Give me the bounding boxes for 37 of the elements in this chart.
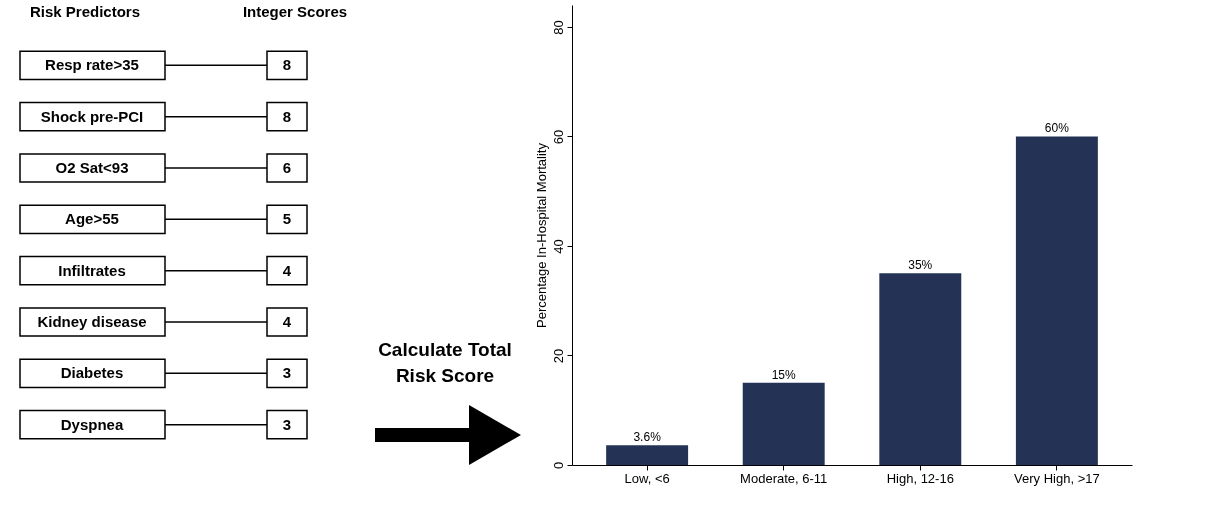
y-tick-label: 0 [550,461,566,470]
data-label: 8 [282,56,292,74]
data-label: 6 [282,158,292,176]
data-label: 3.6% [633,430,662,445]
bar [742,382,825,465]
y-tick-label: 20 [550,348,566,364]
data-label: 5 [282,210,292,228]
category-label: O2 Sat<93 [55,158,129,176]
text: Calculate Total Risk Score [378,339,512,386]
data-label: 4 [282,261,292,279]
category-label: Kidney disease [37,313,147,331]
data-label: 60% [1044,121,1070,136]
y-tick-label: 60 [550,129,566,145]
x-tick-label: Very High, >17 [1014,470,1100,486]
x-tick-label: Moderate, 6-11 [740,470,828,486]
bar [879,273,962,465]
category-label: Diabetes [60,364,124,382]
data-label: 15% [771,367,797,382]
category-label: Resp rate>35 [45,56,139,74]
category-label: Age>55 [65,210,119,228]
data-label: 3 [282,364,292,382]
x-tick-label: Low, <6 [624,470,670,486]
y-tick-label: 80 [550,20,566,35]
bar [1015,136,1098,465]
category-label: Infiltrates [58,261,126,279]
data-label: 35% [908,258,933,273]
y-tick-label: 40 [550,239,566,254]
category-label: Shock pre-PCI [40,107,144,125]
data-label: 8 [282,107,292,125]
data-label: 3 [282,415,292,433]
bar [606,445,689,465]
data-label: 4 [282,313,292,331]
text: Risk Predictors [29,3,141,20]
category-label: Dyspnea [60,415,124,433]
text: Integer Scores [242,3,348,20]
y-axis-title: Percentage In-Hospital Mortality [533,142,549,328]
x-tick-label: High, 12-16 [886,470,954,486]
